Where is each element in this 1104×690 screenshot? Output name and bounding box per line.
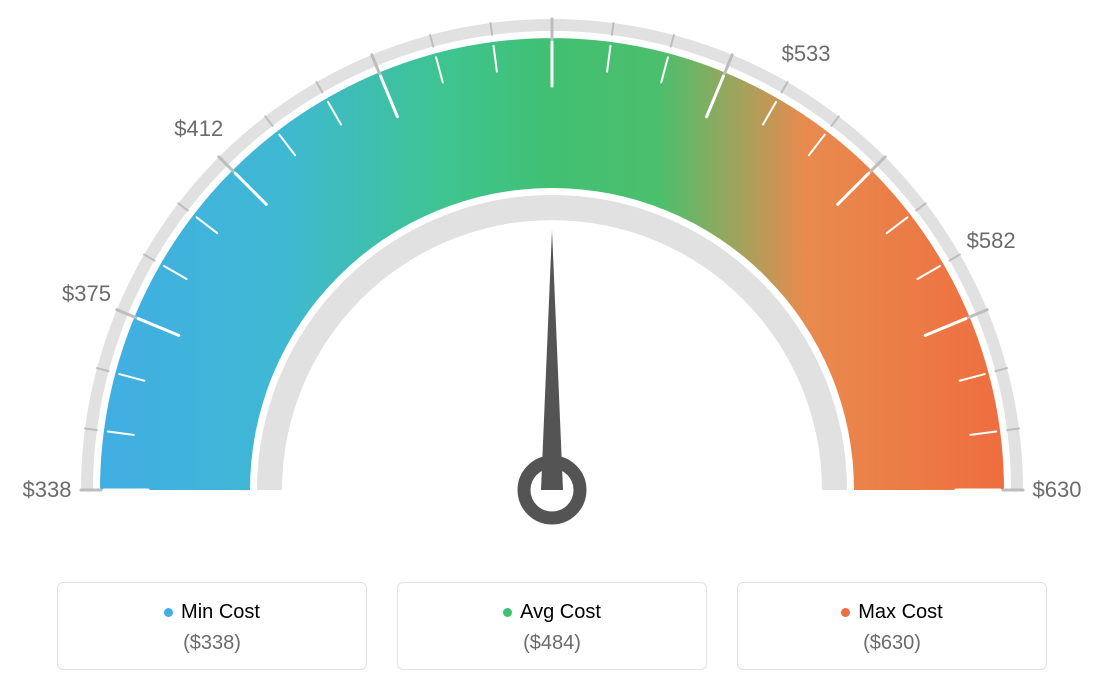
gauge-tick-label: $630 <box>1033 477 1082 503</box>
gauge-tick-label: $582 <box>967 228 1016 254</box>
legend-title-max: Max Cost <box>841 601 942 624</box>
legend-value-avg: ($484) <box>408 632 696 655</box>
legend-dot-max <box>841 608 850 617</box>
legend-value-max: ($630) <box>748 632 1036 655</box>
legend-card-avg: Avg Cost ($484) <box>397 582 707 670</box>
gauge-tick-label: $412 <box>174 116 223 142</box>
gauge-tick-label: $533 <box>782 41 831 67</box>
gauge-tick-label: $338 <box>23 477 72 503</box>
gauge-svg <box>0 0 1104 560</box>
legend-dot-min <box>164 608 173 617</box>
gauge-tick-label: $375 <box>62 281 111 307</box>
cost-gauge: $338$375$412$484$533$582$630 <box>0 0 1104 560</box>
legend-label-avg: Avg Cost <box>520 601 601 624</box>
legend-card-min: Min Cost ($338) <box>57 582 367 670</box>
legend-label-min: Min Cost <box>181 601 260 624</box>
legend-value-min: ($338) <box>68 632 356 655</box>
legend-label-max: Max Cost <box>858 601 942 624</box>
legend-title-avg: Avg Cost <box>503 601 601 624</box>
legend-card-max: Max Cost ($630) <box>737 582 1047 670</box>
legend-dot-avg <box>503 608 512 617</box>
legend-row: Min Cost ($338) Avg Cost ($484) Max Cost… <box>0 582 1104 670</box>
legend-title-min: Min Cost <box>164 601 260 624</box>
